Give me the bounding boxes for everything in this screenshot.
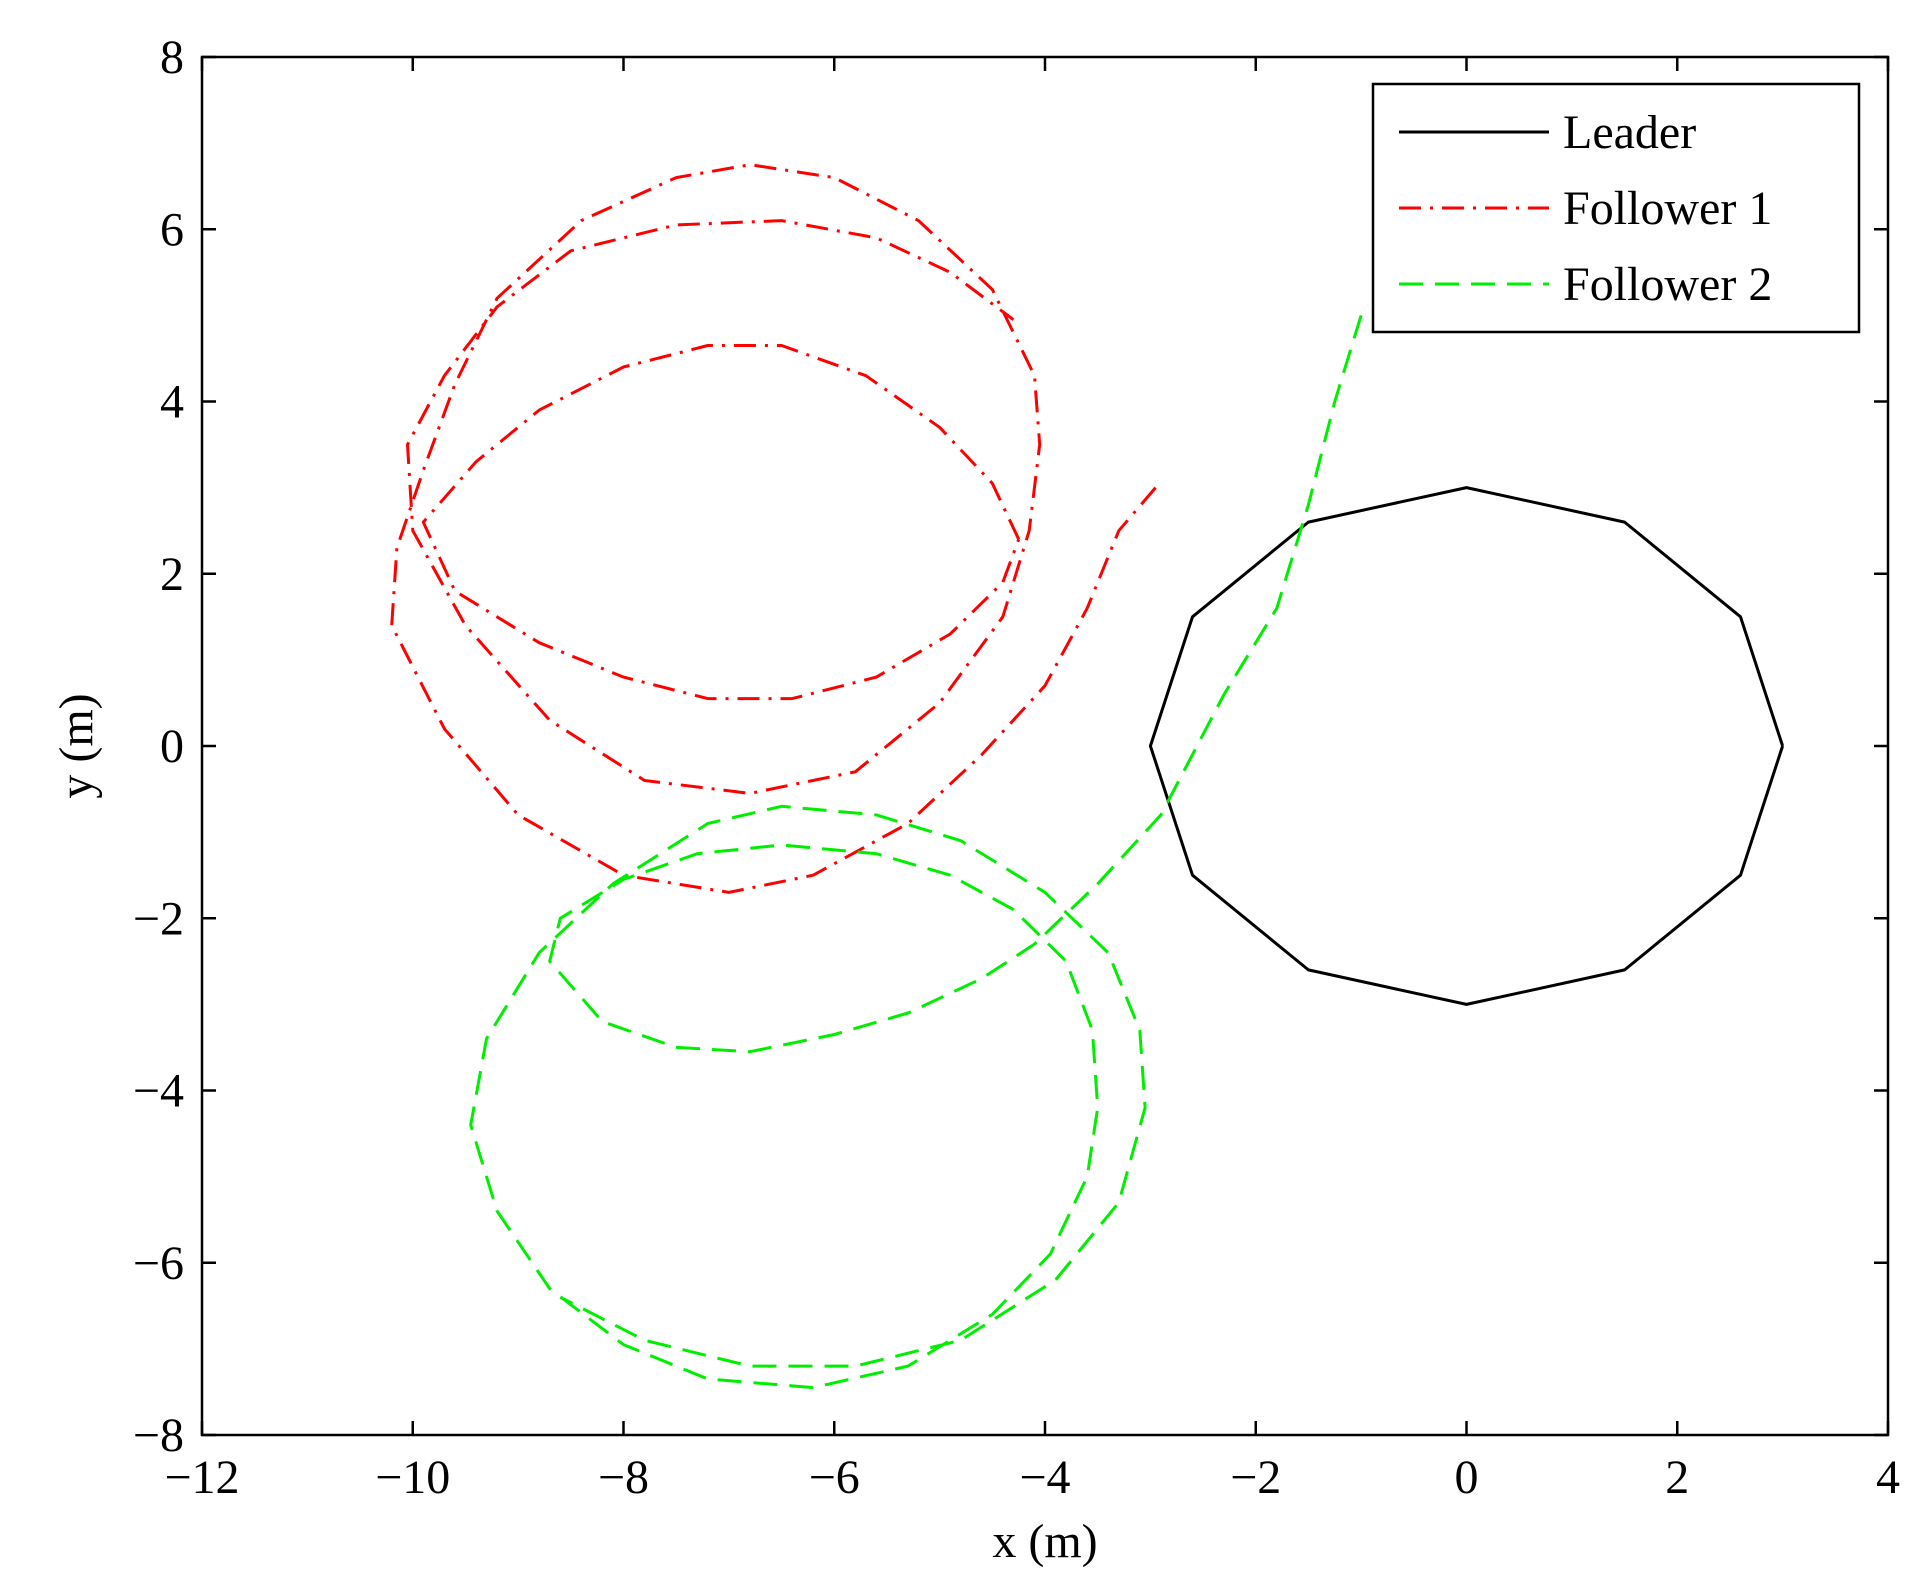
series-line-3: [469, 314, 1363, 1390]
y-tick-label: −2: [133, 892, 184, 945]
x-tick-label: 4: [1876, 1451, 1900, 1504]
y-tick-label: 0: [160, 720, 184, 773]
x-tick-label: −10: [375, 1451, 450, 1504]
x-tick-label: −8: [598, 1451, 649, 1504]
tick-labels-layer: −12 −10 −8 −6 −4 −2 0 2 4 −8 −6 −4 −2 0 2 4 6 8: [133, 31, 1900, 1504]
x-tick-label: 2: [1665, 1451, 1689, 1504]
series-line-1: [390, 163, 1157, 894]
series-layer: [390, 163, 1785, 1390]
y-tick-label: 8: [160, 31, 184, 84]
y-axis-label: y (m): [50, 693, 103, 798]
x-tick-label: 0: [1455, 1451, 1479, 1504]
x-tick-label: −12: [164, 1451, 239, 1504]
legend: Leader Follower 1 Follower 2: [1371, 82, 1861, 334]
series-line-2: [421, 344, 1021, 701]
y-tick-label: 4: [160, 376, 184, 429]
y-tick-label: 2: [160, 548, 184, 601]
series-line-0: [1148, 486, 1785, 1006]
legend-label: Follower 1: [1563, 182, 1772, 235]
y-tick-label: −4: [133, 1065, 184, 1118]
x-tick-label: −4: [1019, 1451, 1070, 1504]
x-tick-label: −2: [1230, 1451, 1281, 1504]
y-tick-label: −8: [133, 1409, 184, 1462]
ticks-layer: [200, 55, 1890, 1437]
y-tick-label: 6: [160, 203, 184, 256]
y-tick-label: −6: [133, 1237, 184, 1290]
x-axis-label: x (m): [992, 1515, 1097, 1568]
legend-label: Leader: [1563, 106, 1696, 159]
x-tick-label: −6: [809, 1451, 860, 1504]
legend-label: Follower 2: [1563, 258, 1772, 311]
